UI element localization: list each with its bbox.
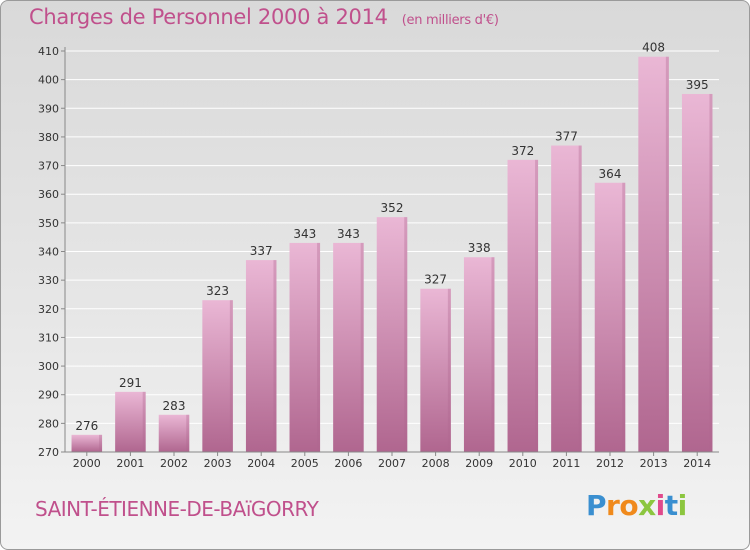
x-tick-label: 2012 — [596, 457, 624, 470]
bar — [376, 217, 408, 452]
bar — [551, 145, 582, 452]
bar-value-label: 372 — [511, 144, 534, 158]
logo-letter: x — [638, 489, 656, 522]
bar-value-label: 343 — [337, 227, 360, 241]
bar-value-label: 323 — [206, 284, 229, 298]
bar-shade — [665, 56, 669, 452]
logo-letter: i — [655, 489, 666, 522]
chart-title: Charges de Personnel 2000 à 2014 (en mill… — [29, 5, 499, 29]
x-tick-label: 2003 — [204, 457, 232, 470]
bar-value-label: 343 — [293, 227, 316, 241]
bar-shade — [273, 260, 277, 452]
y-tick-label: 350 — [38, 217, 59, 230]
bar — [158, 414, 190, 452]
x-tick-label: 2005 — [291, 457, 319, 470]
bar-shade — [535, 159, 539, 453]
bar — [333, 242, 364, 452]
y-tick-label: 400 — [38, 74, 59, 87]
data-labels: 276 291 283 323 337 343 343 352 327 338 372 377 364 4… — [75, 41, 708, 433]
logo-letter: i — [677, 489, 688, 522]
commune-name: SAINT-ÉTIENNE-DE-BAïGORRY — [35, 497, 319, 521]
unit-label: (en milliers d'€) — [401, 13, 499, 28]
y-tick-label: 300 — [38, 360, 59, 373]
bar-shade — [491, 257, 495, 452]
logo-letter: t — [664, 489, 678, 522]
y-tick-label: 340 — [38, 246, 59, 259]
y-tick-label: 280 — [38, 417, 59, 430]
y-tick-label: 360 — [38, 188, 59, 201]
x-tick-label: 2007 — [378, 457, 406, 470]
proxiti-logo: Proxiti — [586, 489, 687, 522]
y-tick-label: 410 — [38, 45, 59, 58]
bar — [245, 260, 277, 452]
bar — [202, 300, 233, 452]
bar — [115, 391, 146, 452]
bar — [594, 182, 626, 452]
bar-value-label: 291 — [119, 376, 142, 390]
x-tick-label: 2014 — [683, 457, 711, 470]
bar-shade — [360, 242, 364, 452]
logo-letter: P — [586, 489, 607, 522]
x-tick-label: 2006 — [334, 457, 362, 470]
y-tick-label: 310 — [38, 331, 59, 344]
y-tick-label: 320 — [38, 303, 59, 316]
bar — [71, 434, 103, 452]
x-tick-label: 2009 — [465, 457, 493, 470]
bar-shade — [404, 217, 408, 452]
bar — [507, 159, 539, 453]
bar-value-label: 276 — [75, 419, 98, 433]
bar-value-label: 408 — [642, 41, 665, 55]
y-tick-label: 380 — [38, 131, 59, 144]
y-tick-label: 290 — [38, 389, 59, 402]
x-tick-label: 2010 — [509, 457, 537, 470]
logo-letter: o — [619, 489, 639, 522]
x-axis: 2000 2001 2002 2003 2004 2005 2006 2007 2008 2009… — [65, 451, 719, 470]
y-tick-label: 270 — [38, 446, 59, 459]
x-tick-label: 2013 — [640, 457, 668, 470]
bar-shade — [447, 288, 451, 452]
bar-value-label: 364 — [599, 167, 622, 181]
bar-value-label: 327 — [424, 273, 447, 287]
x-tick-label: 2011 — [552, 457, 580, 470]
bar-shade — [317, 242, 321, 452]
bar-shade — [229, 300, 233, 452]
x-tick-label: 2001 — [116, 457, 144, 470]
bar — [420, 288, 451, 452]
bar-shade — [709, 93, 713, 452]
bars — [71, 56, 713, 453]
bar — [289, 242, 321, 452]
y-tick-label: 370 — [38, 160, 59, 173]
x-tick-label: 2004 — [247, 457, 275, 470]
bar — [681, 93, 713, 452]
bar-shade — [578, 145, 582, 452]
bar-value-label: 352 — [381, 201, 404, 215]
y-tick-label: 390 — [38, 102, 59, 115]
bar-value-label: 338 — [468, 241, 491, 255]
bar-value-label: 283 — [163, 399, 186, 413]
bar-shade — [186, 414, 190, 452]
y-axis: 270 280 290 300 310 320 330 340 350 360 370 380 390 4… — [38, 45, 66, 459]
title-text: Charges de Personnel 2000 à 2014 — [29, 5, 388, 29]
x-tick-label: 2000 — [73, 457, 101, 470]
bar — [638, 56, 669, 452]
bar-value-label: 337 — [250, 244, 273, 258]
bar — [463, 257, 495, 452]
bar-shade — [142, 391, 146, 452]
bar-shade — [622, 182, 626, 452]
x-tick-label: 2008 — [422, 457, 450, 470]
logo-letter: r — [606, 489, 620, 522]
y-tick-label: 330 — [38, 274, 59, 287]
bar-value-label: 395 — [686, 78, 709, 92]
x-tick-label: 2002 — [160, 457, 188, 470]
bar-shade — [99, 434, 103, 452]
bar-value-label: 377 — [555, 130, 578, 144]
